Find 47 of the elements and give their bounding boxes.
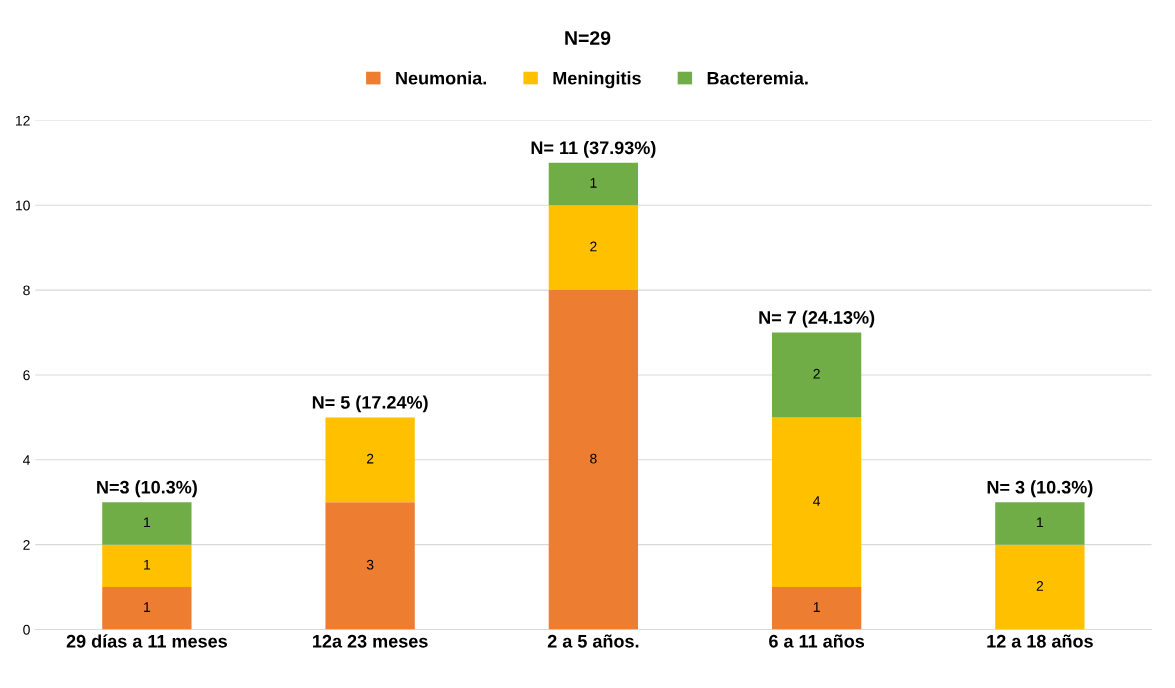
data-label: 1 [144,517,151,528]
bar [102,544,192,588]
data-label: 1 [1037,517,1044,528]
legend-label: Bacteremia. [707,71,808,85]
x-tick-label: 29 días a 11 meses [66,634,227,648]
data-label: 4 [813,496,821,506]
y-tick-label: 8 [23,285,30,296]
bar [102,502,192,545]
x-tick-label: 6 a 11 años [769,634,865,648]
y-tick-label: 12 [16,115,30,126]
bar [771,332,862,418]
total-label: N= 3 (10.3%) [987,480,1093,498]
y-tick-label: 10 [16,200,30,211]
total-label: N= 11 (37.93%) [531,140,656,158]
data-label: 1 [813,602,820,612]
total-label: N=3 (10.3%) [97,480,197,498]
y-tick-label: 2 [23,540,30,550]
bar [995,502,1085,545]
x-tick-label: 2 a 5 años. [547,634,639,648]
chart-title: N=29 [565,31,611,45]
y-tick-label: 0 [23,624,30,635]
bar [771,587,862,630]
data-label: 2 [590,241,597,252]
bar [102,587,192,630]
legend-label: Meningitis [553,71,641,89]
total-label: N= 7 (24.13%) [759,310,875,328]
data-label: 2 [366,453,374,464]
bar [548,290,639,630]
x-tick-label: 12a 23 meses [313,634,428,648]
bar [548,205,639,291]
legend-label: Neumonia. [396,71,487,85]
bar [548,162,639,206]
bar [771,417,862,588]
data-label: 1 [144,602,151,612]
data-label: 1 [590,178,597,188]
data-label: 1 [144,559,151,570]
y-tick-label: 6 [23,370,30,381]
bar [325,417,415,503]
data-label: 2 [813,368,820,379]
y-tick-label: 4 [22,455,30,465]
bar [995,544,1085,630]
data-label: 2 [1036,580,1044,591]
data-label: 3 [366,559,374,570]
data-label: 8 [590,453,597,464]
total-label: N= 5 (17.24%) [312,395,428,413]
x-tick-label: 12 a 18 años [987,634,1093,648]
bar [325,502,415,630]
